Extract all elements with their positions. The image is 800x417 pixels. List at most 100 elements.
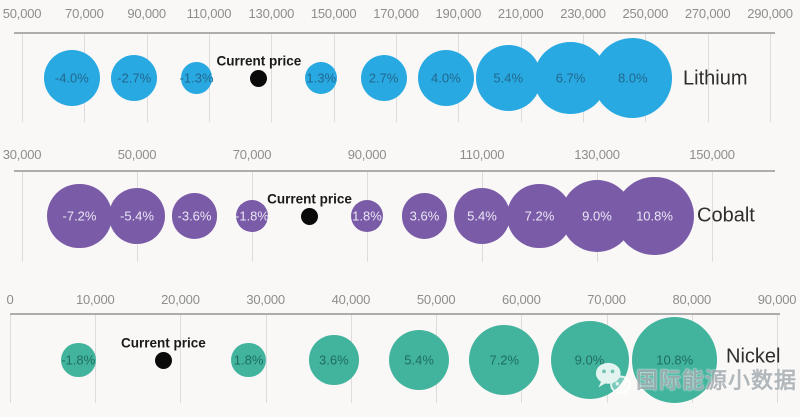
bubble-label: 7.2%	[489, 352, 520, 368]
bubble	[550, 321, 629, 399]
bubble	[231, 342, 267, 378]
tick-label: 130,000	[248, 6, 295, 21]
bubble-label: 1.8%	[233, 352, 264, 368]
bubble	[111, 54, 158, 101]
tick-label: 190,000	[435, 6, 482, 21]
bubble-label: 4.0%	[431, 70, 461, 86]
tick-label: 30,000	[2, 147, 42, 162]
bubble-label: 5.4%	[467, 208, 497, 224]
bubble-label: 9.0%	[582, 208, 612, 224]
gridline	[271, 32, 273, 122]
tick-label: 0	[6, 292, 14, 307]
commodity-label-cobalt: Cobalt	[697, 204, 755, 227]
tick-label: 150,000	[689, 147, 735, 162]
tick-label: 90,000	[127, 6, 166, 21]
current-price-label: Current price	[121, 335, 206, 351]
x-axis	[14, 170, 775, 172]
tick-label: 60,000	[502, 292, 541, 307]
gridline	[770, 32, 771, 122]
gridline	[707, 32, 709, 122]
current-price-dot	[301, 207, 318, 225]
gridline	[95, 313, 97, 403]
bubble	[171, 193, 218, 239]
bubble-label: 1.8%	[352, 208, 382, 224]
bubble-label: 3.6%	[319, 352, 349, 368]
bubble-label: -3.6%	[177, 208, 212, 224]
tick-label: 90,000	[347, 147, 387, 162]
gridline	[265, 313, 267, 403]
x-axis	[10, 313, 780, 315]
bubble-label: 10.8%	[656, 352, 694, 368]
gridline	[10, 313, 11, 403]
bubble	[632, 317, 718, 403]
tick-label: 50,000	[2, 6, 42, 21]
bubble	[350, 199, 384, 233]
tick-label: 20,000	[161, 292, 200, 307]
bubble-label: -2.7%	[117, 70, 152, 86]
current-price-dot	[250, 69, 268, 87]
wechat-icon	[595, 362, 632, 397]
bubble	[454, 188, 510, 244]
bubble-label: 5.4%	[404, 352, 434, 368]
bubble-label: 3.6%	[409, 208, 440, 224]
commodity-label-nickel: Nickel	[726, 345, 781, 368]
watermark-text: 国际能源小数据	[636, 368, 798, 393]
bubble-label: -1.8%	[235, 208, 269, 224]
tick-label: 70,000	[232, 147, 272, 162]
bubble-label: 7.2%	[524, 208, 555, 224]
bubble	[593, 38, 673, 118]
bubble	[615, 176, 694, 256]
bubble-label: -1.8%	[61, 352, 96, 368]
bubble-label: 5.4%	[493, 70, 524, 86]
bubble	[109, 188, 165, 244]
x-axis	[14, 32, 775, 34]
bubble	[43, 50, 100, 106]
tick-label: 130,000	[574, 147, 620, 162]
watermark: 国际能源小数据	[594, 360, 797, 398]
tick-label: 90,000	[757, 292, 797, 307]
gridline	[777, 313, 778, 403]
tick-label: 210,000	[497, 6, 544, 21]
gridline	[22, 170, 23, 262]
current-price-label: Current price	[216, 53, 302, 69]
bubble-label: 9.0%	[574, 352, 605, 368]
tick-label: 80,000	[672, 292, 712, 307]
bubble	[47, 183, 112, 249]
current-price-dot	[154, 351, 172, 369]
tick-label: 290,000	[747, 6, 793, 21]
tick-label: 270,000	[684, 6, 731, 21]
tick-label: 70,000	[65, 6, 104, 21]
gridline	[180, 313, 182, 403]
tick-label: 250,000	[622, 6, 669, 21]
bubble	[360, 54, 407, 101]
bubble	[469, 325, 540, 395]
tick-label: 150,000	[310, 6, 357, 21]
bubble-label: -4.0%	[54, 70, 89, 86]
tick-label: 110,000	[459, 147, 505, 162]
bubble	[180, 62, 213, 94]
bubble	[309, 335, 359, 385]
tick-label: 70,000	[587, 292, 626, 307]
bubble-label: -1.3%	[179, 70, 214, 86]
commodity-label-lithium: Lithium	[683, 67, 748, 90]
bubble	[417, 50, 474, 106]
current-price-label: Current price	[267, 191, 352, 207]
gridline	[712, 170, 713, 262]
bubble-label: 10.8%	[636, 208, 673, 224]
tick-label: 50,000	[117, 147, 157, 162]
bubble-label: 2.7%	[368, 70, 399, 86]
bubble	[305, 62, 338, 94]
bubble	[401, 193, 448, 239]
bubble	[235, 199, 269, 233]
bubble-label: 6.7%	[555, 70, 586, 86]
bubble	[388, 329, 450, 391]
bubble	[507, 183, 572, 249]
tick-label: 110,000	[186, 6, 232, 21]
tick-label: 170,000	[373, 6, 419, 21]
tick-label: 50,000	[416, 292, 456, 307]
tick-label: 40,000	[331, 292, 371, 307]
bubble-label: 8.0%	[618, 70, 648, 86]
bubble-label: -5.4%	[120, 208, 154, 224]
tick-label: 230,000	[560, 6, 606, 21]
